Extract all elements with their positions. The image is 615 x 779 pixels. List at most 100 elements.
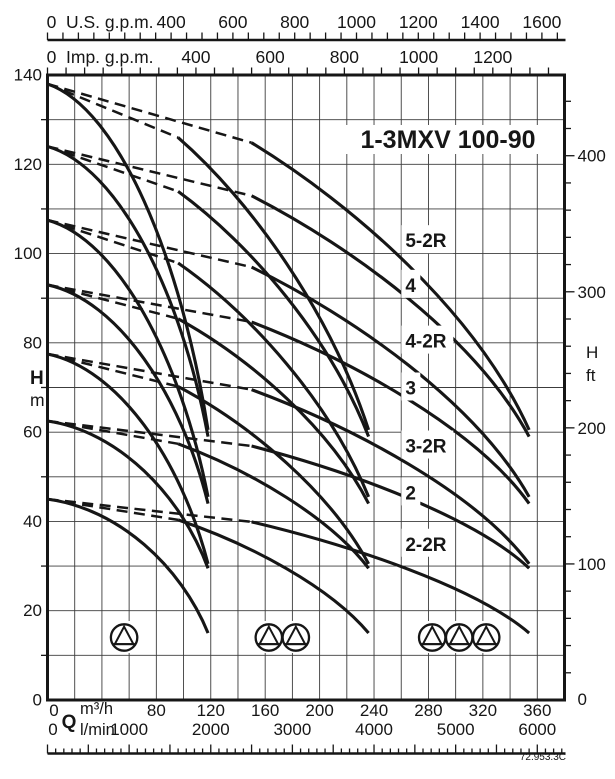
flow-lmin-tick-label: 1000: [110, 720, 148, 739]
curve-2-3pump: [251, 444, 531, 570]
us-gpm-tick-label: 1400: [461, 12, 500, 32]
pump-symbols: [104, 621, 506, 653]
flow-m3h-tick-label: 240: [360, 701, 388, 720]
us-gpm-zero: 0: [47, 12, 57, 32]
head-ft-tick-label: 100: [578, 555, 606, 574]
curve-4-2pump-dashed: [47, 145, 179, 193]
head-m-tick-label: 40: [23, 512, 42, 531]
pump-icon: [471, 623, 501, 652]
flow-lmin-tick-label: 3000: [273, 720, 311, 739]
curves: [46, 82, 531, 635]
curve-label-3: 3: [405, 379, 416, 400]
flow-lmin-tick-label: 5000: [437, 720, 475, 739]
flow-m3h-tick-label: 360: [523, 701, 551, 720]
head-m-axis-symbol: H: [30, 368, 44, 389]
us-gpm-tick-label: 600: [218, 12, 247, 32]
us-gpm-tick-label: 400: [156, 12, 185, 32]
us-gpm-tick-label: 1000: [337, 12, 376, 32]
us-gpm-tick-label: 1600: [522, 12, 561, 32]
flow-m3h-tick-label: 280: [414, 701, 442, 720]
flow-m3h-tick-label: 200: [305, 701, 333, 720]
curve-label-4: 4: [405, 276, 416, 297]
flow-lmin-unit: l/min: [80, 721, 115, 739]
curve-3-2R-3pump: [251, 388, 531, 565]
curve-label-2: 2: [405, 483, 416, 504]
imp-gpm-tick-label: 600: [256, 47, 285, 67]
curve-label-backdrop: [401, 372, 421, 401]
head-m-axis-unit: m: [30, 390, 45, 410]
flow-m3h-zero: 0: [49, 701, 58, 720]
head-m-tick-label: 20: [23, 601, 42, 620]
imp-gpm-zero: 0: [47, 47, 57, 67]
flow-m3h-tick-label: 120: [197, 701, 225, 720]
curve-label-backdrop: [401, 430, 454, 459]
flow-m3h-tick-label: 320: [469, 701, 497, 720]
head-m-tick-label: 100: [14, 244, 42, 263]
drawing-code: 72.953.3C: [520, 752, 566, 763]
head-m-tick-label: 60: [23, 423, 42, 442]
curve-label-backdrop: [401, 269, 421, 298]
curve-label-5-2R: 5-2R: [405, 231, 446, 252]
curve-label-3-2R: 3-2R: [405, 437, 446, 458]
curve-3-2R-3pump-dashed: [47, 352, 252, 391]
pump-icon: [109, 623, 139, 652]
curve-3-2R-1pump: [47, 352, 210, 565]
curve-4-2R-1pump: [47, 218, 210, 498]
curve-5-2R-1pump: [46, 82, 210, 431]
us-gpm-tick-label: 1200: [399, 12, 438, 32]
title-backdrop: [346, 125, 550, 154]
plot-border: [46, 73, 566, 702]
imp-gpm-tick-label: 1200: [473, 47, 512, 67]
curve-3-2R-2pump: [177, 385, 370, 565]
curve-2-2R-1pump: [47, 497, 210, 634]
flow-m3h-unit: m³/h: [80, 700, 113, 718]
imp-gpm-axis-title: Imp. g.p.m.: [66, 47, 154, 67]
curve-3-2pump-dashed: [47, 283, 179, 320]
head-ft-tick-label: 400: [578, 147, 606, 166]
curve-2-2R-3pump: [251, 520, 531, 635]
flow-m3h-tick-label: 160: [251, 701, 279, 720]
head-ft-axis-symbol: H: [586, 343, 598, 362]
flow-lmin-tick-label: 6000: [518, 720, 556, 739]
head-m-tick-label: 140: [14, 66, 42, 85]
curve-label-4-2R: 4-2R: [405, 332, 446, 353]
imp-gpm-tick-label: 1000: [399, 47, 438, 67]
flow-lmin-tick-label: 2000: [192, 720, 230, 739]
head-ft-zero: 0: [578, 690, 587, 709]
head-m-tick-label: 120: [14, 155, 42, 174]
curve-3-1pump: [47, 283, 210, 504]
curve-label-2-2R: 2-2R: [405, 535, 446, 556]
curve-5-2R-2pump-dashed: [47, 82, 179, 139]
us-gpm-tick-label: 800: [280, 12, 309, 32]
curve-label-backdrop: [401, 477, 421, 506]
imp-gpm-tick-label: 400: [181, 47, 210, 67]
curve-3-3pump-dashed: [47, 283, 252, 324]
chart-title: 1-3MXV 100-90: [360, 126, 535, 154]
curve-label-backdrop: [401, 528, 454, 557]
curve-4-3pump-dashed: [47, 145, 252, 197]
imp-gpm-tick-label: 800: [330, 47, 359, 67]
flow-m3h-tick-label: 80: [147, 701, 166, 720]
curve-5-2R-3pump-dashed: [47, 82, 252, 144]
curve-2-2R-2pump: [177, 518, 370, 635]
curve-label-backdrop: [401, 225, 454, 254]
head-m-tick-label: 80: [23, 333, 42, 352]
curve-4-2R-2pump-dashed: [47, 218, 179, 265]
us-gpm-axis-title: U.S. g.p.m.: [66, 12, 154, 32]
curve-2-2R-3pump-dashed: [47, 497, 252, 524]
curve-3-2R-2pump-dashed: [47, 352, 179, 388]
curve-4-2R-3pump: [250, 265, 531, 498]
head-ft-axis-unit: ft: [586, 366, 596, 385]
curve-2-1pump: [47, 419, 210, 569]
curve-label-backdrop: [401, 325, 454, 354]
pump-icon: [281, 623, 311, 652]
flow-lmin-tick-label: 4000: [355, 720, 393, 739]
flow-axis-symbol: Q: [62, 712, 77, 733]
curve-2-2pump: [177, 442, 370, 570]
head-m-tick-label: 0: [33, 691, 42, 710]
curve-4-2pump: [177, 190, 371, 438]
curve-5-2R-3pump: [250, 141, 531, 431]
flow-lmin-zero: 0: [48, 720, 57, 739]
